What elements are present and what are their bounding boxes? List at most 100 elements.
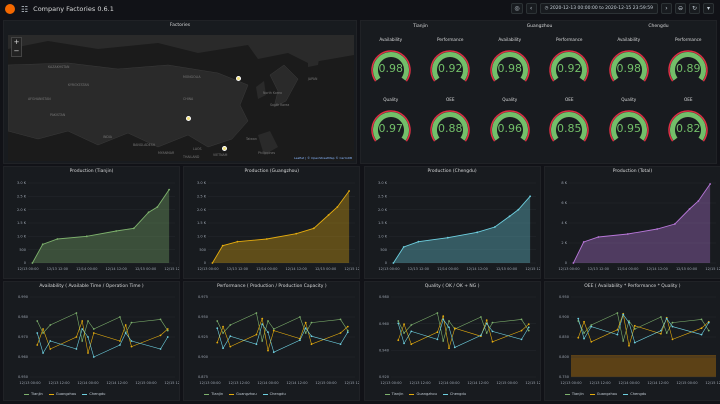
x-tick-label: 12/13 00:00	[560, 381, 581, 385]
map-zoom-control[interactable]: + −	[11, 37, 22, 57]
production-chart[interactable]: 0 500 1.0 K 1.5 K 2.0 K 2.5 K 3.0 K 12/13 00:00…	[367, 179, 540, 277]
x-tick-label: 12/14 00:00	[256, 267, 277, 271]
quality-chart[interactable]: 0.875 0.900 0.925 0.950 0.975 12/13 00:00 12/1…	[186, 293, 359, 389]
y-tick-label: 8 K	[561, 181, 567, 185]
production-point	[673, 223, 676, 225]
time-back-button[interactable]: ‹	[525, 3, 537, 14]
legend-item[interactable]: Tianjin	[24, 392, 43, 396]
production-point	[528, 195, 531, 198]
map-label: CHINA	[183, 97, 194, 101]
y-tick-label: 0.950	[18, 375, 28, 379]
x-tick-label: 12/15 12:00	[345, 267, 360, 271]
grafana-logo-icon[interactable]	[5, 4, 15, 14]
series-point	[659, 316, 662, 318]
quality-chart[interactable]: 0.920 0.940 0.960 0.980 12/13 00:00 12/13 12:…	[367, 293, 540, 389]
time-range-picker[interactable]: ◷ 2020-12-13 00:00:00 to 2020-12-15 23:5…	[539, 3, 658, 14]
series-point	[402, 323, 405, 326]
y-tick-label: 2.0 K	[378, 208, 388, 212]
gauge-dial: 0.82	[666, 106, 710, 150]
series-point	[627, 344, 630, 347]
series-line	[36, 312, 169, 342]
x-tick-label: 12/14 00:00	[77, 381, 98, 385]
legend-item[interactable]: Tianjin	[384, 392, 403, 396]
series-point	[42, 352, 44, 354]
legend-swatch	[262, 393, 268, 395]
y-tick-label: 0.850	[559, 335, 569, 339]
series-point	[347, 331, 349, 334]
series-point	[310, 321, 313, 324]
series-point	[707, 329, 710, 332]
map-label: MYANMAR	[158, 151, 175, 155]
legend-item[interactable]: Tianjin	[564, 392, 584, 396]
legend-item[interactable]: Chengdu	[623, 392, 646, 396]
refresh-interval-dropdown[interactable]: ▾	[703, 3, 714, 14]
series-point	[339, 332, 342, 334]
series-point	[396, 339, 399, 342]
dashboard-title[interactable]: Company Factories 0.6.1	[33, 5, 114, 13]
series-point	[261, 323, 264, 326]
x-tick-label: 12/15 12:00	[164, 267, 179, 271]
map-attribution[interactable]: Leaflet | © OpenStreetMap © CartoDB	[294, 156, 352, 160]
y-tick-label: 0.800	[559, 355, 569, 359]
gauge-arc	[490, 50, 530, 82]
zoom-in-icon[interactable]: +	[13, 38, 20, 46]
y-tick-label: 0.875	[198, 375, 208, 379]
production-point	[493, 226, 496, 228]
legend-swatch	[623, 393, 629, 395]
legend-item[interactable]: Guangzhou	[48, 392, 76, 396]
production-chart[interactable]: 0 500 1.0 K 1.5 K 2.0 K 2.5 K 3.0 K 12/13 00:00…	[186, 179, 359, 277]
legend-item[interactable]: Chengdu	[82, 392, 105, 396]
series-point	[671, 321, 674, 324]
y-tick-label: 0	[384, 261, 386, 265]
legend-swatch	[229, 393, 235, 395]
legend-label: Guangzhou	[416, 392, 437, 396]
series-point	[87, 336, 89, 338]
series-point	[166, 336, 169, 338]
series-point	[527, 329, 530, 332]
refresh-icon[interactable]: ↻	[688, 3, 700, 14]
legend-label: Chengdu	[269, 392, 286, 396]
series-point	[479, 316, 482, 318]
factory-marker-chengdu[interactable]	[186, 116, 191, 121]
legend-item[interactable]: Chengdu	[262, 392, 286, 396]
series-point	[479, 334, 482, 337]
legend-label: Tianjin	[31, 392, 43, 396]
gauge-dial: 0.89	[666, 46, 710, 90]
series-point	[436, 338, 438, 341]
factory-marker-tianjin[interactable]	[236, 76, 241, 81]
production-point	[211, 262, 214, 264]
series-point	[267, 349, 270, 352]
world-map[interactable]: + − MONGOLIA KAZAKHSTAN KYRGYZSTAN AFGHA…	[8, 35, 354, 161]
series-point	[485, 319, 488, 322]
series-point	[409, 330, 412, 333]
quality-chart[interactable]: 0.950 0.960 0.970 0.980 0.990 12/13 00:00 12/1…	[6, 293, 179, 389]
x-tick-label: 12/14 12:00	[467, 381, 488, 385]
x-tick-label: 12/13 12:00	[588, 267, 609, 271]
factory-marker-guangzhou[interactable]	[222, 146, 227, 151]
gauge-label: OEE	[445, 97, 455, 102]
production-point	[168, 188, 171, 191]
legend-item[interactable]: Chengdu	[442, 392, 466, 396]
panel-title: Factories	[169, 23, 191, 28]
time-forward-button[interactable]: ›	[660, 3, 672, 14]
legend-item[interactable]: Guangzhou	[589, 392, 617, 396]
quality-chart[interactable]: 0.750 0.800 0.850 0.900 0.950 12/13 00:00 12/1…	[547, 293, 720, 389]
chart-legend: Tianjin Guangzhou Chengdu	[564, 392, 646, 396]
legend-item[interactable]: Guangzhou	[229, 392, 257, 396]
cycle-view-icon[interactable]: ◎	[511, 3, 523, 14]
production-chart[interactable]: 0 500 1.0 K 1.5 K 2.0 K 2.5 K 3.0 K 12/13 00:00…	[6, 179, 179, 277]
factories-map-panel: Factories + − MONGOLIA KAZAKHSTAN KYRGYZ…	[3, 20, 357, 164]
gauge-label: OEE	[683, 97, 693, 102]
legend-item[interactable]: Tianjin	[204, 392, 223, 396]
production-chart[interactable]: 0 2 K 4 K 6 K 8 K 12/13 00:00 12/13 12:00 12/14…	[547, 179, 720, 277]
zoom-out-icon[interactable]: −	[13, 47, 20, 55]
series-point	[42, 332, 44, 334]
legend-swatch	[48, 393, 54, 395]
zoom-out-icon[interactable]: ⊖	[674, 3, 686, 14]
legend-item[interactable]: Guangzhou	[409, 392, 437, 396]
series-point	[583, 332, 585, 334]
panel-title: Production (Tianjin)	[69, 169, 114, 174]
production-point	[688, 208, 691, 210]
apps-grid-icon[interactable]: ☷	[21, 4, 29, 14]
series-point	[409, 343, 412, 346]
